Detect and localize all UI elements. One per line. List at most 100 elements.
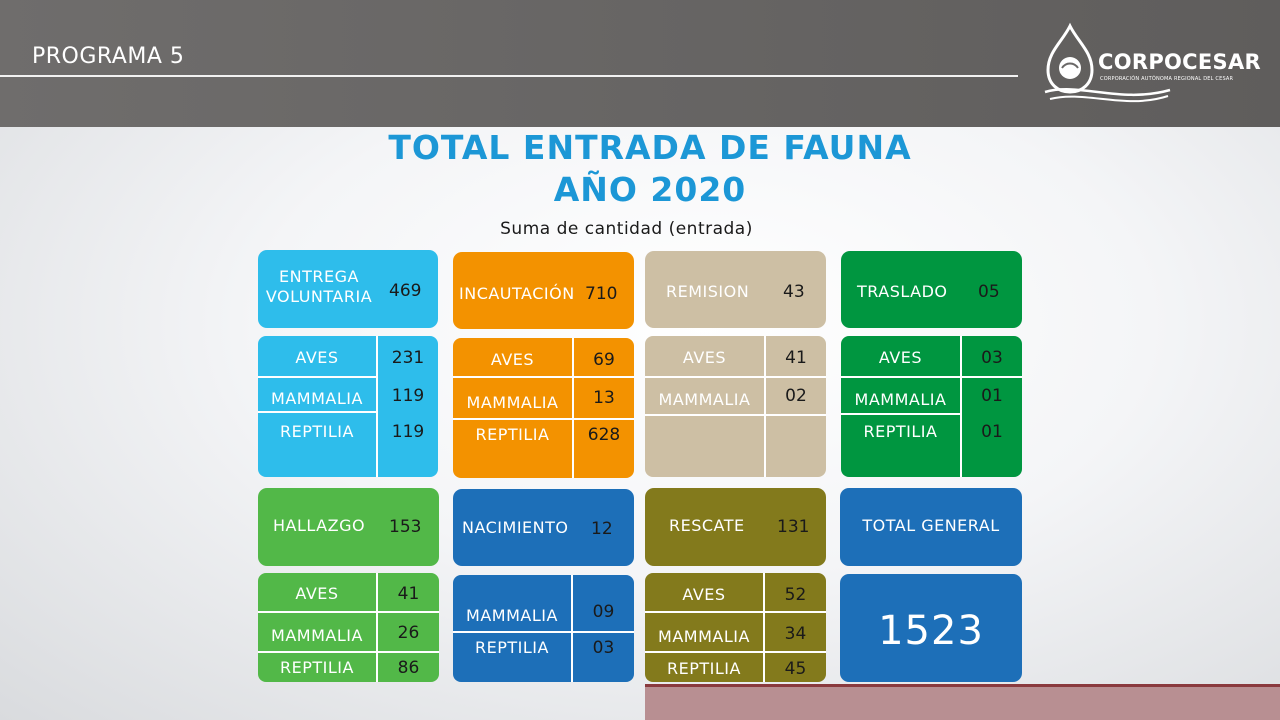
column-divider bbox=[376, 336, 378, 477]
card-label: NACIMIENTO bbox=[462, 518, 569, 537]
row-label: AVES bbox=[682, 585, 726, 604]
card-remision: REMISION 43 bbox=[645, 251, 826, 328]
row-label: AVES bbox=[878, 348, 923, 367]
row-divider bbox=[645, 414, 826, 416]
card-incautacion: INCAUTACIÓN 710 bbox=[453, 252, 634, 329]
page-title: TOTAL ENTRADA DE FAUNA bbox=[388, 128, 912, 167]
corpocesar-logo-icon bbox=[1044, 22, 1171, 103]
row-label: REPTILIA bbox=[475, 425, 550, 444]
card-label-line1: ENTREGA bbox=[279, 267, 359, 286]
row-label: REPTILIA bbox=[280, 658, 354, 677]
row-label: AVES bbox=[490, 350, 535, 369]
row-label: AVES bbox=[295, 584, 339, 603]
card-value: 153 bbox=[389, 517, 422, 537]
card-value: 131 bbox=[777, 517, 810, 537]
row-divider bbox=[258, 411, 376, 413]
total-value: 1523 bbox=[878, 608, 984, 654]
column-divider bbox=[376, 573, 378, 682]
table-hallazgo: AVES 41 MAMMALIA 26 REPTILIA 86 bbox=[258, 573, 439, 682]
row-divider bbox=[258, 376, 376, 378]
card-value: 05 bbox=[978, 282, 1000, 302]
row-divider bbox=[645, 651, 826, 653]
row-label: MAMMALIA bbox=[854, 390, 947, 409]
row-label: REPTILIA bbox=[667, 659, 741, 678]
row-divider bbox=[453, 418, 634, 420]
table-traslado: AVES 03 MAMMALIA 01 REPTILIA 01 bbox=[841, 336, 1022, 477]
row-label: MAMMALIA bbox=[271, 626, 363, 645]
column-divider bbox=[764, 336, 766, 477]
card-label: HALLAZGO bbox=[273, 516, 366, 535]
row-value: 119 bbox=[391, 422, 425, 442]
table-remision: AVES 41 MAMMALIA 02 bbox=[645, 336, 826, 477]
card-label: TOTAL GENERAL bbox=[862, 516, 1000, 535]
row-value: 13 bbox=[593, 388, 615, 408]
row-label: MAMMALIA bbox=[466, 606, 558, 625]
card-total-value: 1523 bbox=[840, 574, 1022, 682]
row-value: 02 bbox=[785, 386, 807, 406]
card-total-general: TOTAL GENERAL bbox=[840, 488, 1022, 566]
row-label: MAMMALIA bbox=[658, 390, 751, 409]
card-label: TRASLADO bbox=[857, 282, 948, 301]
row-value: 03 bbox=[981, 348, 1003, 368]
card-label: ENTREGA VOLUNTARIA bbox=[258, 267, 380, 307]
row-divider bbox=[453, 631, 634, 633]
row-divider bbox=[453, 376, 634, 378]
row-label: MAMMALIA bbox=[466, 393, 559, 412]
card-label: RESCATE bbox=[669, 516, 745, 535]
card-nacimiento: NACIMIENTO 12 bbox=[453, 489, 634, 566]
card-label: INCAUTACIÓN bbox=[459, 284, 575, 303]
row-value: 119 bbox=[391, 386, 425, 406]
row-divider bbox=[258, 611, 439, 613]
logo-name: CORPOCESAR bbox=[1098, 50, 1261, 74]
row-value: 69 bbox=[593, 350, 615, 370]
row-value: 01 bbox=[981, 422, 1003, 442]
row-label: AVES bbox=[295, 348, 339, 367]
row-value: 86 bbox=[397, 658, 420, 678]
row-value: 52 bbox=[784, 585, 807, 605]
row-divider bbox=[645, 611, 826, 613]
page-subtitle: Suma de cantidad (entrada) bbox=[500, 219, 753, 239]
table-incautacion: AVES 69 MAMMALIA 13 REPTILIA 628 bbox=[453, 338, 634, 478]
row-value: 45 bbox=[784, 659, 807, 679]
row-value: 26 bbox=[397, 623, 420, 643]
row-label: MAMMALIA bbox=[658, 627, 750, 646]
row-value: 231 bbox=[391, 348, 425, 368]
card-rescate: RESCATE 131 bbox=[645, 488, 826, 566]
header-bar: PROGRAMA 5 CORPOCESAR CORPORACIÓN AUTÓNO… bbox=[0, 0, 1280, 127]
row-value: 03 bbox=[592, 638, 615, 658]
row-label: REPTILIA bbox=[280, 422, 354, 441]
footer-accent-bar bbox=[645, 684, 1280, 720]
card-value: 469 bbox=[389, 281, 422, 301]
card-value: 12 bbox=[591, 519, 613, 539]
row-divider bbox=[841, 376, 1022, 378]
row-label: REPTILIA bbox=[475, 638, 549, 657]
logo-subtitle: CORPORACIÓN AUTÓNOMA REGIONAL DEL CESAR bbox=[1100, 76, 1234, 82]
table-nacimiento: MAMMALIA 09 REPTILIA 03 bbox=[453, 575, 634, 682]
row-divider bbox=[645, 376, 826, 378]
card-label: REMISION bbox=[666, 282, 750, 301]
card-value: 43 bbox=[783, 282, 805, 302]
row-value: 34 bbox=[784, 624, 807, 644]
row-label: AVES bbox=[682, 348, 727, 367]
row-value: 09 bbox=[592, 602, 615, 622]
card-value: 710 bbox=[585, 284, 618, 304]
card-label-line2: VOLUNTARIA bbox=[265, 287, 373, 306]
card-entrega-voluntaria: ENTREGA VOLUNTARIA 469 bbox=[258, 250, 438, 328]
program-label: PROGRAMA 5 bbox=[32, 44, 185, 69]
row-value: 01 bbox=[981, 386, 1003, 406]
column-divider bbox=[572, 338, 574, 478]
row-value: 41 bbox=[785, 348, 807, 368]
row-divider bbox=[258, 651, 439, 653]
table-rescate: AVES 52 MAMMALIA 34 REPTILIA 45 bbox=[645, 573, 826, 682]
column-divider bbox=[763, 573, 765, 682]
row-label: MAMMALIA bbox=[271, 389, 363, 408]
card-traslado: TRASLADO 05 bbox=[841, 251, 1022, 328]
row-value: 41 bbox=[397, 584, 420, 604]
card-hallazgo: HALLAZGO 153 bbox=[258, 488, 439, 566]
row-divider bbox=[841, 413, 960, 415]
page-title-year: AÑO 2020 bbox=[553, 170, 747, 209]
row-value: 628 bbox=[587, 425, 621, 445]
row-label: REPTILIA bbox=[863, 422, 938, 441]
column-divider bbox=[960, 336, 962, 477]
header-divider bbox=[0, 75, 1018, 77]
